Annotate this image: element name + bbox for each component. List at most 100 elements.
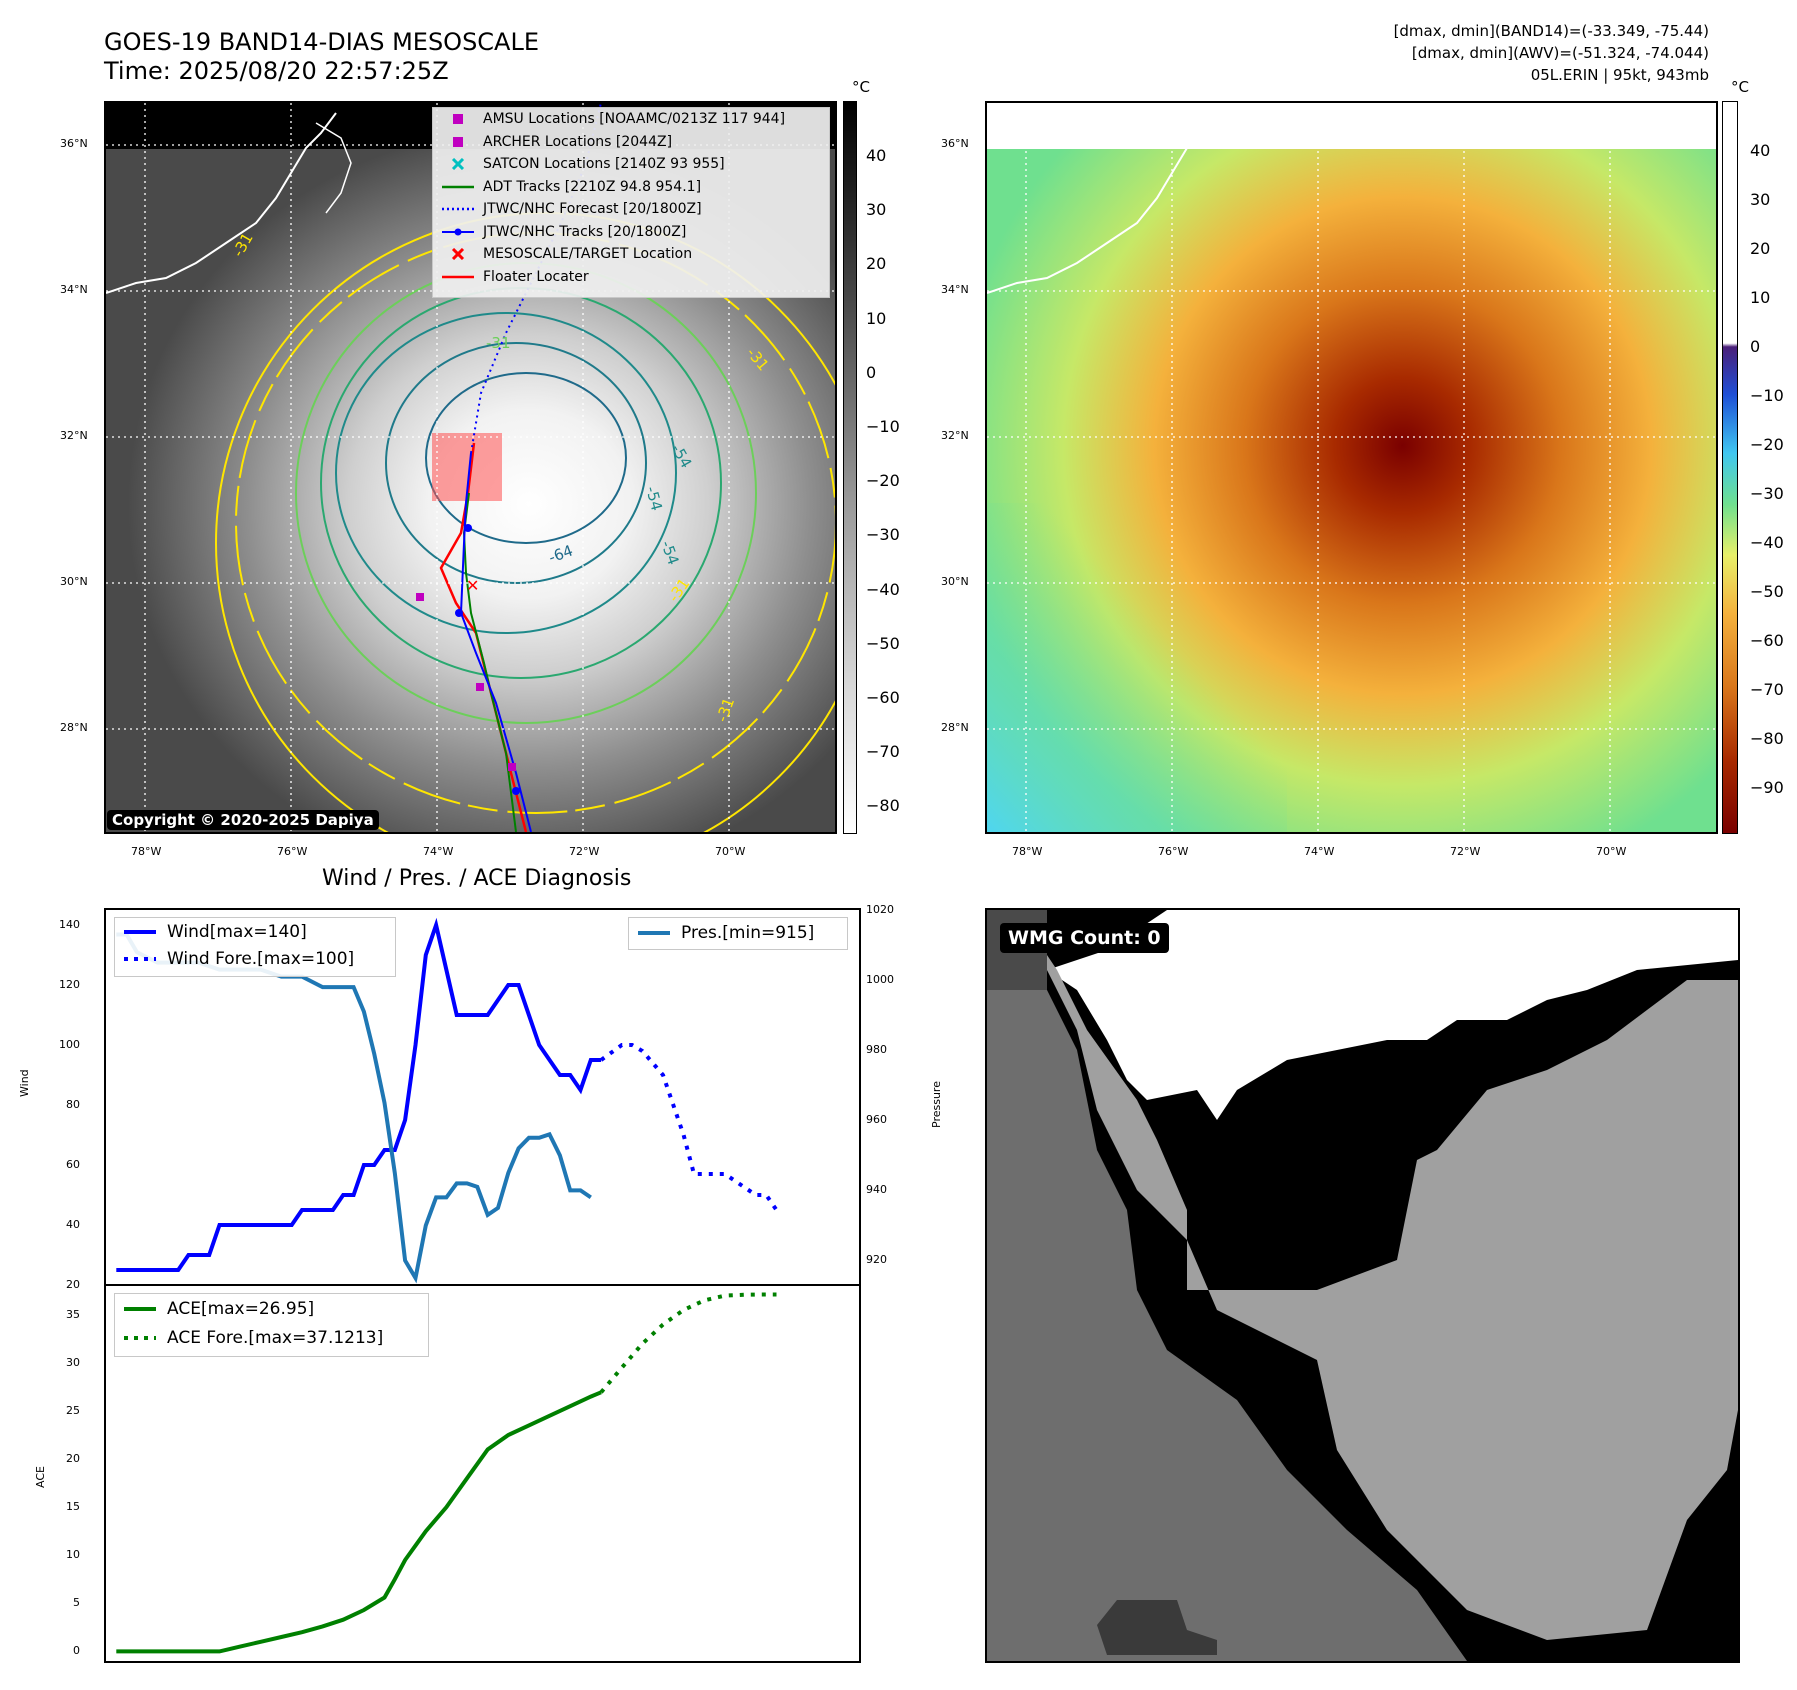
ir-legend-item: AMSU Locations [NOAAMC/0213Z 117 944]	[433, 108, 829, 131]
axis-tick-label: 1000	[866, 973, 894, 987]
awv-colorbar-tick: −70	[1750, 680, 1784, 699]
jtwc-track	[459, 452, 532, 832]
awv-lon-label-76: 76°W	[1158, 845, 1189, 858]
awv-lon-label-72: 72°W	[1450, 845, 1481, 858]
ir-colorbar-tick: −80	[866, 796, 900, 816]
axis-tick-label: 30	[66, 1355, 80, 1369]
ir-lon-label-78: 78°W	[131, 845, 162, 858]
x-marker-icon	[439, 158, 477, 171]
axis-tick-label: 1020	[866, 903, 894, 916]
axis-tick-label: 980	[866, 1043, 887, 1057]
ir-colorbar-tick: −20	[866, 471, 900, 491]
awv-lon-label-74: 74°W	[1304, 845, 1335, 858]
axis-tick-label: 5	[73, 1596, 80, 1610]
info-band14-range: [dmax, dmin](BAND14)=(-33.349, -75.44)	[1393, 22, 1709, 40]
ir-colorbar-tick: −30	[866, 525, 900, 545]
axis-tick-label: 80	[66, 1098, 80, 1111]
ir-colorbar-tick: 40	[866, 146, 887, 165]
ir-lon-label-76: 76°W	[277, 845, 308, 858]
ir-colorbar-tick: −40	[866, 579, 900, 599]
ir-legend-label: Floater Locater	[483, 268, 589, 285]
contour-label: -31	[486, 334, 511, 352]
ir-colorbar-tick: 20	[866, 254, 887, 274]
awv-lat-label-30: 30°N	[941, 575, 969, 588]
wmg-light-region	[987, 910, 1738, 1640]
coastline-ir	[106, 112, 337, 294]
axis-tick-label: 920	[866, 1253, 887, 1267]
ir-legend-label: AMSU Locations [NOAAMC/0213Z 117 944]	[483, 111, 786, 128]
ir-legend-label: ARCHER Locations [2044Z]	[483, 133, 673, 150]
awv-colorbar-tick: −50	[1750, 582, 1784, 601]
awv-colorbar	[1722, 101, 1738, 834]
ir-colorbar-tick: −50	[866, 633, 900, 653]
awv-lat-label-36: 36°N	[941, 137, 969, 150]
awv-colorbar-tick: 40	[1750, 141, 1771, 160]
ace-svg	[116, 1292, 777, 1654]
ir-lon-label-74: 74°W	[423, 845, 454, 858]
axis-tick-label: 25	[66, 1404, 80, 1417]
svg-text:✕: ✕	[466, 576, 479, 595]
legend-pressure: Pres.[min=915]	[681, 922, 815, 943]
awv-lon-label-70: 70°W	[1596, 845, 1627, 858]
wind-legend: Wind[max=140] Wind Fore.[max=100]	[114, 917, 396, 977]
ace-chart	[104, 1284, 861, 1663]
ir-legend-label: SATCON Locations [2140Z 93 955]	[483, 156, 725, 173]
coastline-awv	[987, 147, 1188, 294]
dotted-line-icon	[439, 203, 477, 215]
awv-colorbar-tick: −80	[1750, 729, 1784, 748]
square-marker-icon	[439, 113, 477, 125]
legend-wind-forecast: Wind Fore.[max=100]	[167, 948, 355, 969]
square-marker-icon	[439, 136, 477, 148]
ir-legend-label: ADT Tracks [2210Z 94.8 954.1]	[483, 178, 702, 195]
ir-colorbar-tick: −60	[866, 688, 900, 707]
series-line-0	[116, 917, 602, 1272]
wmg-dark-patch	[1097, 1600, 1217, 1655]
diagnosis-title: Wind / Pres. / ACE Diagnosis	[322, 866, 632, 891]
ir-legend-label: MESOSCALE/TARGET Location	[483, 246, 693, 263]
ir-lon-label-72: 72°W	[569, 845, 600, 858]
awv-colorbar-tick: −40	[1750, 533, 1784, 552]
copyright-badge: Copyright © 2020-2025 Dapiya	[107, 810, 379, 830]
awv-colorbar-tick: −90	[1750, 778, 1784, 797]
ir-colorbar-tick: 0	[866, 362, 877, 382]
awv-colorbar-tick: 20	[1750, 239, 1771, 258]
axis-tick-label: 0	[73, 1644, 80, 1658]
ir-lat-label-34: 34°N	[60, 283, 88, 296]
axis-tick-label: 960	[866, 1113, 887, 1127]
series-line-1	[599, 1292, 777, 1394]
axis-tick-label: 940	[866, 1183, 887, 1197]
ir-legend: AMSU Locations [NOAAMC/0213Z 117 944] ARC…	[432, 107, 830, 298]
awv-colorbar-tick: −60	[1750, 631, 1784, 650]
awv-colorbar-tick: −20	[1750, 435, 1784, 454]
solid-line-icon	[439, 181, 477, 193]
awv-colorbar-unit: °C	[1731, 78, 1749, 96]
wmg-count-badge: WMG Count: 0	[1000, 923, 1169, 953]
awv-lat-label-28: 28°N	[941, 721, 969, 734]
axis-tick-label: 100	[59, 1038, 80, 1051]
wind-axis-label: Wind	[18, 1069, 31, 1097]
legend-ace: ACE[max=26.95]	[167, 1298, 315, 1319]
awv-colorbar-tick: −30	[1750, 484, 1784, 503]
axis-tick-label: 15	[66, 1500, 80, 1514]
ir-lat-label-30: 30°N	[60, 575, 88, 588]
wmg-mid-region	[987, 960, 1467, 1661]
axis-tick-label: 10	[66, 1548, 80, 1562]
ir-legend-label: JTWC/NHC Tracks [20/1800Z]	[483, 223, 687, 240]
solid-line-icon	[439, 271, 477, 283]
axis-tick-label: 120	[59, 978, 80, 991]
ir-legend-item: MESOSCALE/TARGET Location	[433, 243, 829, 266]
contour-label: -54	[642, 484, 666, 512]
ir-legend-item: JTWC/NHC Tracks [20/1800Z]	[433, 221, 829, 244]
wmg-panel: WMG Count: 0	[985, 908, 1740, 1663]
legend-ace-forecast: ACE Fore.[max=37.1213]	[167, 1327, 384, 1348]
ir-colorbar	[843, 101, 857, 834]
x-marker-icon	[439, 248, 477, 261]
ir-legend-item: ADT Tracks [2210Z 94.8 954.1]	[433, 176, 829, 199]
ir-lat-label-32: 32°N	[60, 429, 88, 442]
ir-colorbar-tick: 10	[866, 308, 887, 328]
awv-gridlines	[987, 103, 1716, 832]
awv-lon-label-78: 78°W	[1012, 845, 1043, 858]
info-storm: 05L.ERIN | 95kt, 943mb	[1530, 66, 1709, 84]
axis-tick-label: 140	[59, 918, 80, 931]
figure-title: GOES-19 BAND14-DIAS MESOSCALE	[104, 28, 540, 56]
